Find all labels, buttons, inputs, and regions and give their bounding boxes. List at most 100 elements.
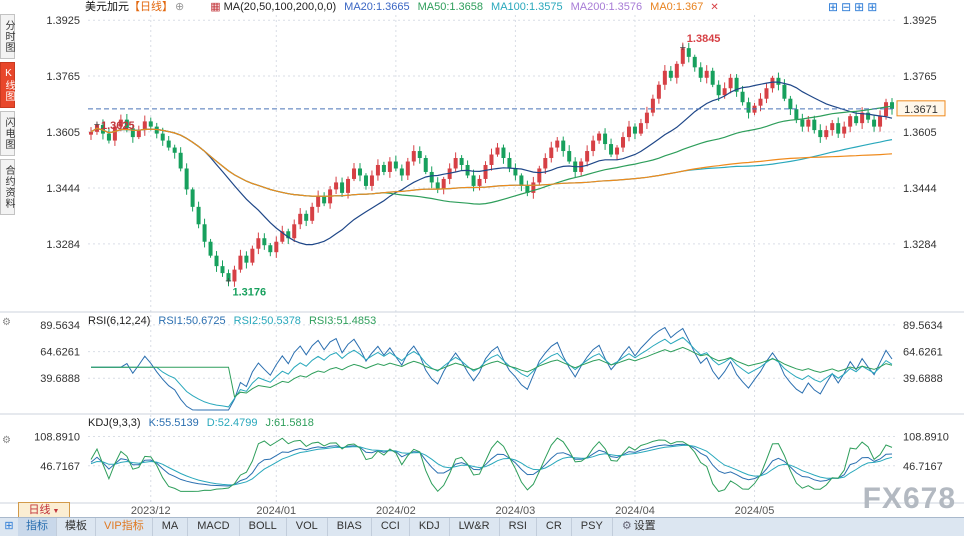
sidebar-tab-time-chart[interactable]: 分时图 [0,14,15,59]
candle-body [304,213,309,221]
rsi-axis-label-left: 39.6888 [40,373,80,385]
candle-body [632,126,637,134]
candle-body [591,140,596,152]
rsi-axis-label-left: 89.5634 [40,320,80,332]
x-axis-label: 2024/01 [256,505,296,517]
candle-body [441,178,446,190]
candle-body [531,182,536,193]
candle-body [172,147,177,153]
candle-body [543,158,548,169]
kdj-settings-icon[interactable]: ⚙ [2,435,11,446]
ma20-value: MA20:1.3665 [344,1,410,13]
rsi1-line [91,326,893,411]
candle-body [794,109,799,120]
ma-settings-icon[interactable]: ▦ [210,1,221,13]
indicator-macd[interactable]: MACD [188,518,240,536]
candle-body [890,102,895,109]
candle-body [860,112,865,124]
candle-body [387,161,392,172]
gear-icon: ⚙ [621,520,632,532]
rsi-settings-icon[interactable]: ⚙ [2,317,11,328]
candle-body [316,196,321,207]
vip-indicators-tab[interactable]: VIP指标 [96,518,153,536]
candle-body [866,112,871,120]
period-tag: 【日线】 [129,1,173,13]
rsi-values: RSI1:50.6725 RSI2:50.5378 RSI3:51.4853 [150,315,376,327]
candle-body [417,151,422,159]
settings-button[interactable]: ⚙ 设置 [613,518,665,536]
add-indicator-icon[interactable]: ⊕ [175,1,185,13]
candle-body [106,133,111,141]
candle-body [680,48,685,64]
candle-body [549,147,554,159]
candle-body [334,182,339,190]
j-value: J:61.5818 [265,417,314,429]
panel-layout-icon[interactable]: ⊞ [4,520,14,532]
candle-body [662,70,667,85]
candle-body [423,158,428,172]
candle-body [800,119,805,127]
rsi-axis-label-right: 64.6261 [903,347,943,359]
layout-3x1-icon[interactable]: ⊞ [867,0,878,14]
period-dropdown[interactable]: 日线 ▼ [18,502,70,518]
sidebar-tab-flash-chart[interactable]: 闪电图 [0,111,15,156]
indicator-psy[interactable]: PSY [572,518,613,536]
price-axis-label-right: 1.3444 [903,183,937,195]
rsi3-value: RSI3:51.4853 [308,315,377,327]
price-axis-label-left: 1.3605 [46,127,80,139]
layout-2x2-icon[interactable]: ⊞ [854,0,865,14]
sidebar-tab-contract-info[interactable]: 合约资料 [0,159,15,215]
symbol-label: 美元加元 [85,1,129,13]
kdj-j-line [90,437,893,493]
indicator-cci[interactable]: CCI [372,518,410,536]
indicator-boll[interactable]: BOLL [240,518,287,536]
indicator-kdj[interactable]: KDJ [410,518,450,536]
candle-body [764,88,769,99]
sidebar-tab-kline-chart[interactable]: K线图 [0,62,15,108]
indicator-vol[interactable]: VOL [287,518,328,536]
price-axis-label-right: 1.3605 [903,127,937,139]
candle-body [435,182,440,190]
indicator-lwr[interactable]: LW&R [450,518,500,536]
candle-body [298,213,303,225]
kdj-k-line [90,443,893,487]
candle-body [561,140,566,152]
candle-body [537,168,542,183]
remove-ma-icon[interactable]: ✕ [710,2,719,13]
d-value: D:52.4799 [206,417,258,429]
candle-body [555,140,560,148]
candle-body [489,154,494,165]
candle-body [411,151,416,162]
x-axis-label: 2024/03 [496,505,536,517]
indicator-rsi[interactable]: RSI [500,518,537,536]
annotation-label: 1.3845 [687,33,721,45]
annotation-label: 1.3176 [232,286,266,298]
candle-body [782,84,787,99]
candle-body [244,255,249,263]
candle-body [507,158,512,169]
kdj-axis-label-right: 46.7167 [903,461,943,473]
candle-body [130,128,135,138]
candle-body [597,133,602,141]
candle-body [250,248,255,263]
candle-body [567,151,572,162]
candle-body [776,77,781,85]
candle-body [292,224,297,239]
period-dropdown-label: 日线 [28,504,51,516]
candle-body [836,123,841,134]
templates-tab[interactable]: 模板 [57,518,96,536]
candle-body [232,269,237,282]
layout-1x1-icon[interactable]: ⊞ [828,0,839,14]
candle-body [495,147,500,155]
indicators-tab[interactable]: 指标 [18,518,57,536]
layout-2x1-icon[interactable]: ⊟ [841,0,852,14]
indicator-ma[interactable]: MA [153,518,189,536]
candle-body [674,63,679,78]
kdj-values: K:55.5139 D:52.4799 J:61.5818 [141,417,314,429]
candle-body [740,91,745,103]
indicator-cr[interactable]: CR [537,518,572,536]
ma50-value: MA50:1.3658 [417,1,484,13]
indicator-bias[interactable]: BIAS [328,518,372,536]
chart-canvas[interactable]: 1.3925 1.3925 1.3765 1.3765 1.3605 1.3605 1.34… [0,0,964,520]
candle-body [626,126,631,138]
